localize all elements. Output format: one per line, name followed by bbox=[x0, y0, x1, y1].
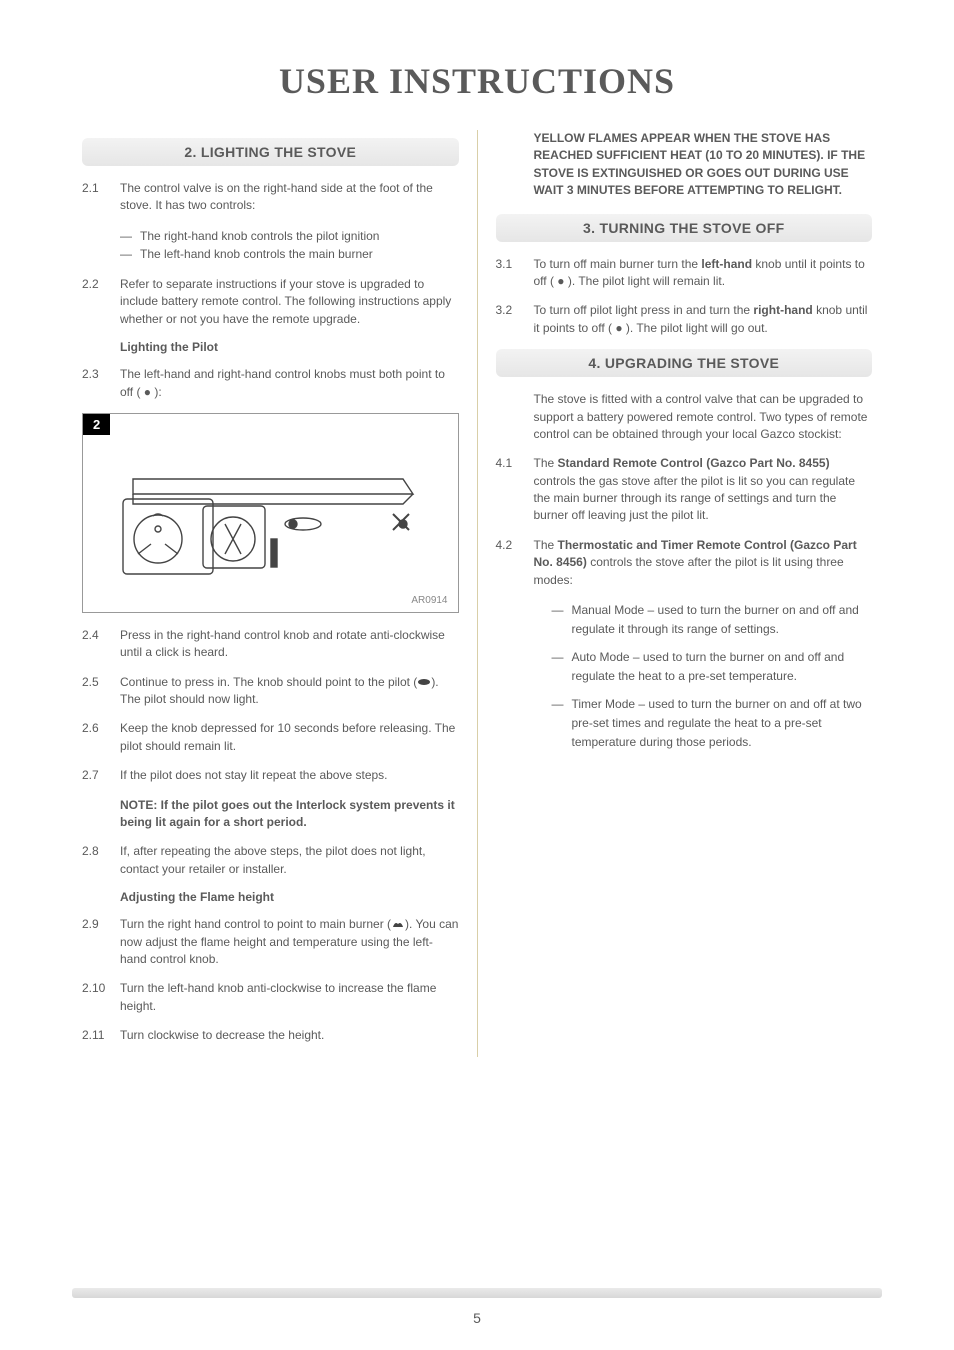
item-number: 2.10 bbox=[82, 980, 120, 1015]
item-text: To turn off pilot light press in and tur… bbox=[534, 302, 873, 337]
item-number: 4.1 bbox=[496, 455, 534, 525]
item-4-2: 4.2 The Thermostatic and Timer Remote Co… bbox=[496, 537, 873, 589]
item-number: 4.2 bbox=[496, 537, 534, 589]
section-heading-upgrading: 4. UPGRADING THE STOVE bbox=[496, 349, 873, 377]
bullet-text: The right-hand knob controls the pilot i… bbox=[140, 227, 379, 246]
section-heading-turning-off: 3. TURNING THE STOVE OFF bbox=[496, 214, 873, 242]
left-column: 2. LIGHTING THE STOVE 2.1 The control va… bbox=[72, 130, 477, 1057]
item-number: 2.9 bbox=[82, 916, 120, 968]
interlock-note: NOTE: If the pilot goes out the Interloc… bbox=[120, 797, 459, 832]
item-text: The Thermostatic and Timer Remote Contro… bbox=[534, 537, 873, 589]
item-2-2: 2.2 Refer to separate instructions if yo… bbox=[82, 276, 459, 328]
modes-list: —Manual Mode – used to turn the burner o… bbox=[552, 601, 873, 751]
item-text: To turn off main burner turn the left-ha… bbox=[534, 256, 873, 291]
item-2-4: 2.4 Press in the right-hand control knob… bbox=[82, 627, 459, 662]
item-text: Continue to press in. The knob should po… bbox=[120, 674, 459, 709]
right-column: YELLOW FLAMES APPEAR WHEN THE STOVE HAS … bbox=[478, 130, 883, 1057]
page-number: 5 bbox=[0, 1310, 954, 1326]
item-3-2: 3.2 To turn off pilot light press in and… bbox=[496, 302, 873, 337]
item-text: Turn the left-hand knob anti-clockwise t… bbox=[120, 980, 459, 1015]
valve-diagram-icon bbox=[103, 444, 433, 594]
subheading-flame-height: Adjusting the Flame height bbox=[120, 890, 459, 904]
knob-controls-list: —The right-hand knob controls the pilot … bbox=[120, 227, 459, 264]
item-2-3: 2.3 The left-hand and right-hand control… bbox=[82, 366, 459, 401]
item-number: 2.11 bbox=[82, 1027, 120, 1044]
item-2-5: 2.5 Continue to press in. The knob shoul… bbox=[82, 674, 459, 709]
item-text: The left-hand and right-hand control kno… bbox=[120, 366, 459, 401]
subheading-lighting-pilot: Lighting the Pilot bbox=[120, 340, 459, 354]
item-text: Press in the right-hand control knob and… bbox=[120, 627, 459, 662]
item-text: Keep the knob depressed for 10 seconds b… bbox=[120, 720, 459, 755]
item-text: If the pilot does not stay lit repeat th… bbox=[120, 767, 459, 784]
item-text: The control valve is on the right-hand s… bbox=[120, 180, 459, 215]
two-column-layout: 2. LIGHTING THE STOVE 2.1 The control va… bbox=[72, 130, 882, 1057]
item-text: If, after repeating the above steps, the… bbox=[120, 843, 459, 878]
bullet-text: The left-hand knob controls the main bur… bbox=[140, 245, 373, 264]
item-text: The Standard Remote Control (Gazco Part … bbox=[534, 455, 873, 525]
item-number: 3.2 bbox=[496, 302, 534, 337]
mode-text: Timer Mode – used to turn the burner on … bbox=[572, 695, 873, 751]
dash-icon: — bbox=[120, 227, 140, 246]
mode-text: Manual Mode – used to turn the burner on… bbox=[572, 601, 873, 638]
item-number: 2.7 bbox=[82, 767, 120, 784]
dash-icon: — bbox=[552, 648, 572, 685]
item-4-1: 4.1 The Standard Remote Control (Gazco P… bbox=[496, 455, 873, 525]
item-2-7: 2.7 If the pilot does not stay lit repea… bbox=[82, 767, 459, 784]
figure-tag: 2 bbox=[83, 414, 110, 435]
figure-2: 2 bbox=[82, 413, 459, 613]
item-number: 2.4 bbox=[82, 627, 120, 662]
dash-icon: — bbox=[552, 601, 572, 638]
item-2-6: 2.6 Keep the knob depressed for 10 secon… bbox=[82, 720, 459, 755]
section-heading-lighting: 2. LIGHTING THE STOVE bbox=[82, 138, 459, 166]
item-2-10: 2.10 Turn the left-hand knob anti-clockw… bbox=[82, 980, 459, 1015]
item-number: 2.5 bbox=[82, 674, 120, 709]
item-2-11: 2.11 Turn clockwise to decrease the heig… bbox=[82, 1027, 459, 1044]
page-title: USER INSTRUCTIONS bbox=[72, 60, 882, 102]
item-2-8: 2.8 If, after repeating the above steps,… bbox=[82, 843, 459, 878]
mode-text: Auto Mode – used to turn the burner on a… bbox=[572, 648, 873, 685]
footer-bar bbox=[72, 1288, 882, 1298]
item-number: 3.1 bbox=[496, 256, 534, 291]
item-number: 2.1 bbox=[82, 180, 120, 215]
item-number: 2.3 bbox=[82, 366, 120, 401]
item-2-1: 2.1 The control valve is on the right-ha… bbox=[82, 180, 459, 215]
item-text: Refer to separate instructions if your s… bbox=[120, 276, 459, 328]
item-3-1: 3.1 To turn off main burner turn the lef… bbox=[496, 256, 873, 291]
figure-code: AR0914 bbox=[411, 595, 447, 606]
item-text: Turn the right hand control to point to … bbox=[120, 916, 459, 968]
yellow-flames-warning: YELLOW FLAMES APPEAR WHEN THE STOVE HAS … bbox=[534, 130, 873, 200]
item-number: 2.6 bbox=[82, 720, 120, 755]
upgrade-intro: The stove is fitted with a control valve… bbox=[534, 391, 873, 443]
dash-icon: — bbox=[120, 245, 140, 264]
pilot-flame-icon bbox=[417, 677, 431, 687]
dash-icon: — bbox=[552, 695, 572, 751]
item-number: 2.8 bbox=[82, 843, 120, 878]
burner-flame-icon bbox=[391, 919, 405, 929]
item-text: Turn clockwise to decrease the height. bbox=[120, 1027, 459, 1044]
item-2-9: 2.9 Turn the right hand control to point… bbox=[82, 916, 459, 968]
item-number: 2.2 bbox=[82, 276, 120, 328]
